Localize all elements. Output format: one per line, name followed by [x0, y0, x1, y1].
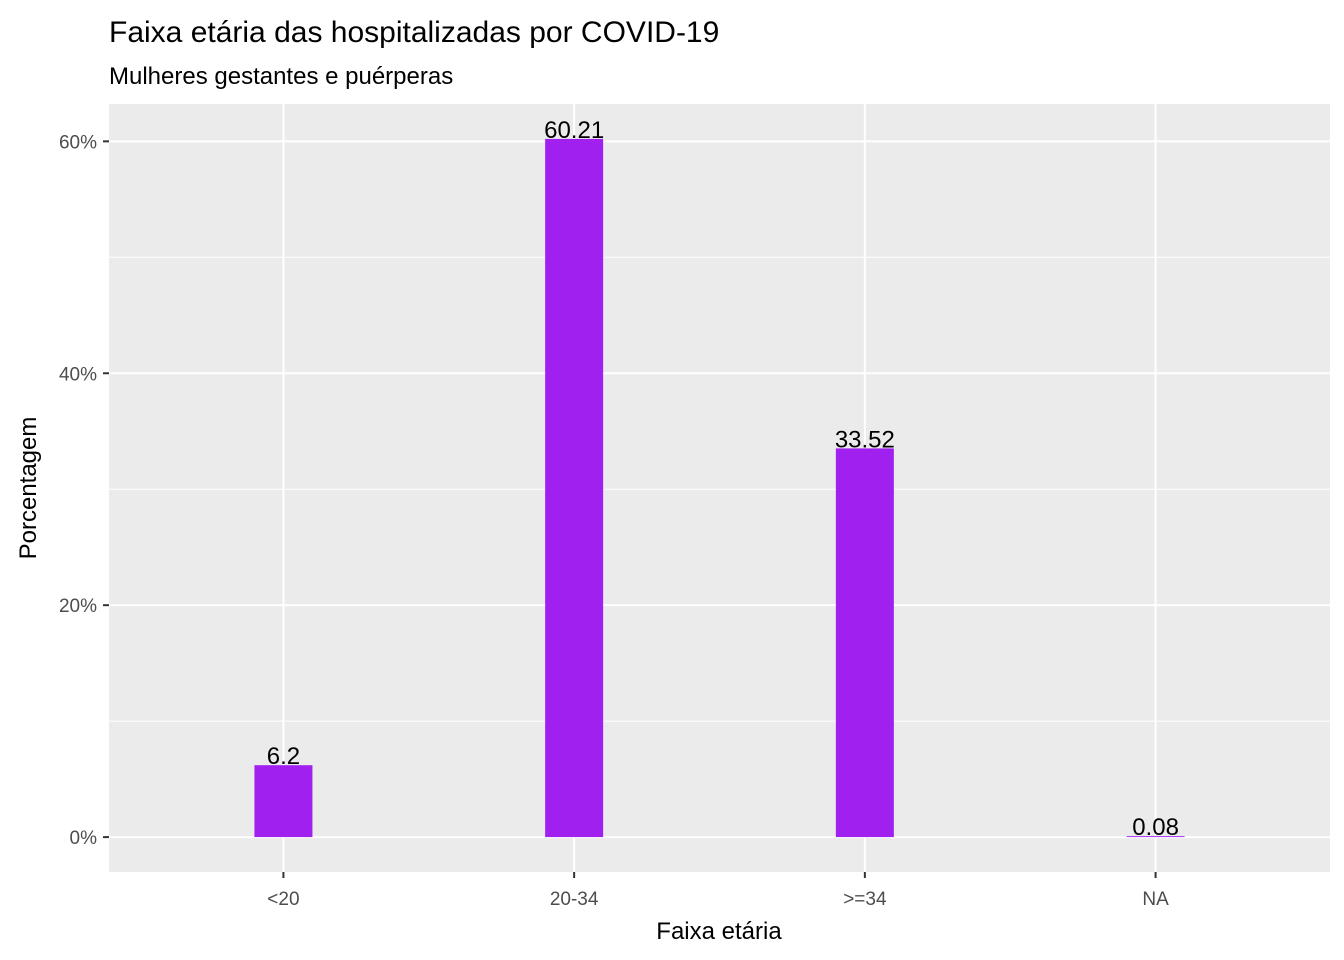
data-labels: 6.2 60.21 33.52 0.08: [267, 117, 1179, 841]
data-label: 6.2: [267, 743, 300, 770]
bar: [545, 138, 604, 838]
x-tick-label: NA: [1142, 889, 1169, 910]
chart-subtitle: Mulheres gestantes e puérperas: [109, 63, 453, 90]
data-label: 33.52: [835, 426, 895, 453]
y-tick-label: 20%: [59, 596, 97, 617]
y-tick-label: 40%: [59, 364, 97, 385]
bar: [254, 765, 313, 838]
x-tick-label: >=34: [843, 889, 887, 910]
bars: [254, 138, 1185, 838]
y-tick-label: 60%: [59, 132, 97, 153]
bar: [1126, 836, 1185, 838]
data-label: 60.21: [544, 117, 604, 144]
x-tick-label: 20-34: [550, 889, 599, 910]
plot-panel: [109, 104, 1330, 872]
y-tick-label: 0%: [70, 828, 98, 849]
x-axis-title: Faixa etária: [656, 918, 782, 945]
x-axis: <20 20-34 >=34 NA: [267, 872, 1169, 910]
bar: [835, 448, 894, 838]
chart-title: Faixa etária das hospitalizadas por COVI…: [109, 16, 719, 49]
x-tick-label: <20: [267, 889, 299, 910]
y-axis: 0% 20% 40% 60%: [59, 132, 109, 849]
data-label: 0.08: [1132, 814, 1179, 841]
y-axis-title: Porcentagem: [15, 417, 42, 560]
